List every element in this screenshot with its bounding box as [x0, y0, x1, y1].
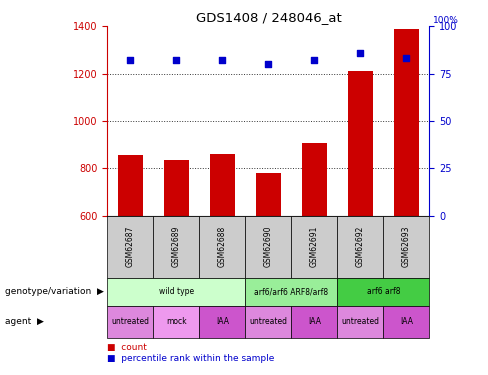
Point	[172, 57, 180, 63]
Text: mock: mock	[166, 317, 187, 326]
Text: untreated: untreated	[249, 317, 287, 326]
Text: IAA: IAA	[216, 317, 229, 326]
Text: GSM62692: GSM62692	[356, 226, 365, 267]
Title: GDS1408 / 248046_at: GDS1408 / 248046_at	[196, 11, 341, 24]
Text: genotype/variation  ▶: genotype/variation ▶	[5, 287, 104, 296]
Text: GSM62687: GSM62687	[126, 226, 135, 267]
Text: IAA: IAA	[308, 317, 321, 326]
Point	[357, 50, 365, 56]
Bar	[210, 154, 235, 216]
Text: arf6 arf8: arf6 arf8	[366, 287, 400, 296]
Bar	[302, 143, 327, 216]
Text: wild type: wild type	[159, 287, 194, 296]
Text: ■  count: ■ count	[107, 343, 147, 352]
Point	[219, 57, 226, 63]
Text: IAA: IAA	[400, 317, 413, 326]
Point	[310, 57, 318, 63]
Text: GSM62691: GSM62691	[310, 226, 319, 267]
Bar	[394, 28, 419, 216]
Text: arf6/arf6 ARF8/arf8: arf6/arf6 ARF8/arf8	[254, 287, 328, 296]
Text: agent  ▶: agent ▶	[5, 317, 44, 326]
Text: 100%: 100%	[433, 16, 459, 25]
Text: GSM62689: GSM62689	[172, 226, 181, 267]
Text: ■  percentile rank within the sample: ■ percentile rank within the sample	[107, 354, 275, 363]
Point	[126, 57, 134, 63]
Text: GSM62693: GSM62693	[402, 226, 411, 267]
Bar	[164, 160, 189, 216]
Text: untreated: untreated	[342, 317, 380, 326]
Bar	[256, 172, 281, 216]
Text: GSM62688: GSM62688	[218, 226, 227, 267]
Text: untreated: untreated	[111, 317, 149, 326]
Point	[403, 56, 410, 62]
Point	[264, 61, 272, 67]
Text: GSM62690: GSM62690	[264, 226, 273, 267]
Bar	[348, 71, 373, 216]
Bar	[118, 155, 143, 216]
